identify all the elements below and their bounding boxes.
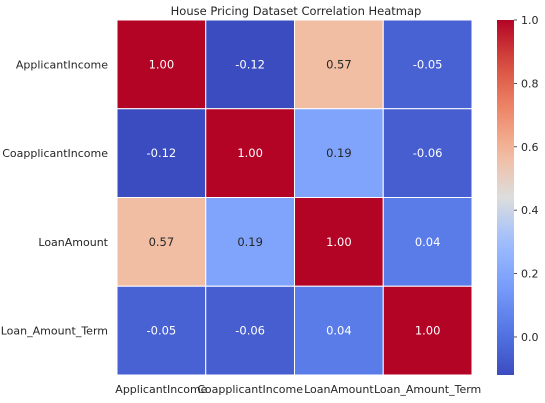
cell-value-label: 0.04 xyxy=(415,235,441,249)
cell-value-label: 0.57 xyxy=(149,235,175,249)
colorbar-tick-label: 0.2 xyxy=(521,268,539,281)
heatmap-cell xyxy=(205,108,295,198)
heatmap-cell xyxy=(382,197,473,287)
row-tick-label: ApplicantIncome xyxy=(16,58,108,71)
column-tick-label: Loan_Amount_Term xyxy=(374,383,481,396)
cell-value-label: 1.00 xyxy=(149,57,175,71)
heatmap-cell xyxy=(294,19,384,110)
heatmap-cell xyxy=(205,197,295,287)
cell-value-label: 1.00 xyxy=(326,235,352,249)
column-tick-label: LoanAmount xyxy=(304,383,374,396)
colorbar xyxy=(497,20,514,375)
heatmap-cell xyxy=(205,19,295,110)
cell-value-label: -0.06 xyxy=(413,146,443,160)
column-tick-label: ApplicantIncome xyxy=(115,383,207,396)
heatmap-cell xyxy=(116,108,207,198)
cell-value-label: 0.57 xyxy=(326,57,352,71)
heatmap-cell xyxy=(116,19,207,110)
colorbar-tick-label: 0.6 xyxy=(521,141,539,154)
colorbar-tick-label: 0.8 xyxy=(521,77,539,90)
cell-value-label: 0.19 xyxy=(237,235,263,249)
heatmap-cell xyxy=(294,285,384,376)
cell-value-label: -0.05 xyxy=(146,324,176,338)
row-tick-label: CoapplicantIncome xyxy=(2,147,108,160)
cell-value-label: 0.04 xyxy=(326,324,352,338)
row-tick-label: Loan_Amount_Term xyxy=(1,325,108,338)
heatmap-cell xyxy=(382,285,473,376)
heatmap-cell xyxy=(382,108,473,198)
cell-value-label: -0.06 xyxy=(235,324,265,338)
column-tick-label: CoapplicantIncome xyxy=(197,383,303,396)
cell-value-label: -0.12 xyxy=(235,57,265,71)
colorbar-tick-label: 0.0 xyxy=(521,331,539,344)
colorbar-tick-label: 1.0 xyxy=(521,14,539,27)
heatmap-cell xyxy=(116,285,207,376)
heatmap-cell xyxy=(205,285,295,376)
cell-value-label: 0.19 xyxy=(326,146,352,160)
row-tick-label: LoanAmount xyxy=(38,236,108,249)
cell-value-label: 1.00 xyxy=(415,324,441,338)
colorbar-tick-label: 0.4 xyxy=(521,204,539,217)
cell-value-label: -0.12 xyxy=(146,146,176,160)
chart-title: House Pricing Dataset Correlation Heatma… xyxy=(171,4,422,18)
heatmap-cell xyxy=(382,19,473,110)
cell-value-label: -0.05 xyxy=(413,57,443,71)
cell-value-label: 1.00 xyxy=(237,146,263,160)
